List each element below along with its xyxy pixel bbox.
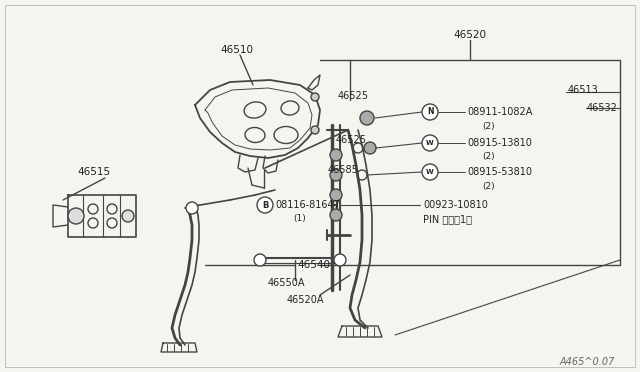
Circle shape xyxy=(422,135,438,151)
Text: 00923-10810: 00923-10810 xyxy=(423,200,488,210)
Circle shape xyxy=(330,189,342,201)
Text: N: N xyxy=(427,108,433,116)
Text: 46532: 46532 xyxy=(587,103,618,113)
Circle shape xyxy=(334,254,346,266)
Text: A465^0.07: A465^0.07 xyxy=(559,357,615,367)
Circle shape xyxy=(122,210,134,222)
Circle shape xyxy=(330,209,342,221)
Text: 46550A: 46550A xyxy=(268,278,305,288)
Text: 46520A: 46520A xyxy=(287,295,324,305)
Text: 08116-81647: 08116-81647 xyxy=(275,200,340,210)
Text: 46515: 46515 xyxy=(77,167,111,177)
Circle shape xyxy=(330,169,342,181)
Text: 08915-53810: 08915-53810 xyxy=(467,167,532,177)
Circle shape xyxy=(311,93,319,101)
Text: 08911-1082A: 08911-1082A xyxy=(467,107,532,117)
Text: 08915-13810: 08915-13810 xyxy=(467,138,532,148)
Text: (1): (1) xyxy=(293,215,306,224)
Text: 46585: 46585 xyxy=(328,165,359,175)
Circle shape xyxy=(311,126,319,134)
Circle shape xyxy=(68,208,84,224)
Circle shape xyxy=(364,142,376,154)
Circle shape xyxy=(257,197,273,213)
Circle shape xyxy=(330,149,342,161)
Text: 46540: 46540 xyxy=(297,260,330,270)
Text: (2): (2) xyxy=(482,182,495,190)
Circle shape xyxy=(422,164,438,180)
Circle shape xyxy=(422,104,438,120)
Text: 46525: 46525 xyxy=(336,135,367,145)
Circle shape xyxy=(186,202,198,214)
Circle shape xyxy=(360,111,374,125)
Text: (2): (2) xyxy=(482,153,495,161)
Circle shape xyxy=(254,254,266,266)
Text: W: W xyxy=(426,140,434,146)
Text: 46520: 46520 xyxy=(453,30,486,40)
Text: (2): (2) xyxy=(482,122,495,131)
Text: W: W xyxy=(426,169,434,175)
Text: PIN ビン〈1〉: PIN ビン〈1〉 xyxy=(423,214,472,224)
Text: 46513: 46513 xyxy=(568,85,599,95)
Text: B: B xyxy=(262,201,268,209)
Text: 46510: 46510 xyxy=(220,45,253,55)
Text: 46525: 46525 xyxy=(338,91,369,101)
